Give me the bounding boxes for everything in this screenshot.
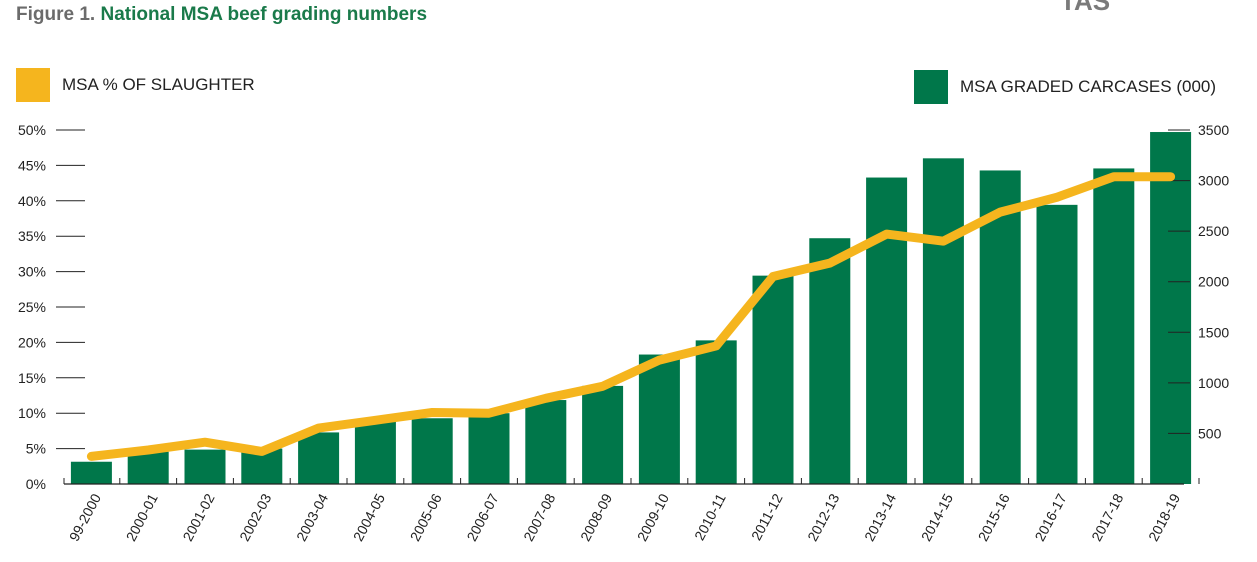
left-tick-label: 45% (18, 157, 46, 173)
x-tick-label: 2006-07 (463, 491, 501, 544)
bar-2009-10 (638, 354, 680, 484)
legend-line-swatch (16, 68, 50, 102)
x-tick-label: 2001-02 (179, 491, 217, 544)
left-tick-label: 50% (18, 122, 46, 138)
left-tick-label: 10% (18, 405, 46, 421)
figure-number: Figure 1. (16, 4, 96, 25)
legend-bar-entry: MSA GRADED CARCASES (000) (914, 70, 1216, 104)
legend-bar-label: MSA GRADED CARCASES (000) (960, 77, 1217, 96)
x-tick-label: 2018-19 (1145, 491, 1183, 544)
bar-2003-04 (298, 432, 340, 484)
left-tick-label: 0% (26, 476, 46, 492)
x-tick-label: 2012-13 (804, 491, 842, 544)
bar-2001-02 (184, 449, 226, 484)
x-tick-label: 2008-09 (577, 491, 615, 544)
x-tick-label: 2015-16 (975, 491, 1013, 544)
left-tick-label: 35% (18, 228, 46, 244)
bar-2007-08 (525, 400, 567, 484)
bar-2006-07 (468, 413, 510, 484)
chart-title: National MSA beef grading numbers (100, 4, 428, 25)
left-tick-label: 30% (18, 264, 46, 280)
right-tick-label: 2000 (1198, 274, 1229, 290)
bar-2000-01 (127, 451, 169, 484)
line-msa-pct-slaughter (86, 172, 1176, 461)
left-tick-label: 25% (18, 299, 46, 315)
legend-line-entry: MSA % OF SLAUGHTER (16, 68, 255, 102)
right-tick-label: 3500 (1198, 122, 1229, 138)
bar-2008-09 (582, 385, 624, 484)
left-tick-label: 15% (18, 370, 46, 386)
x-tick-label: 2009-10 (634, 491, 672, 544)
bar-2005-06 (411, 418, 453, 484)
x-tick-label: 2016-17 (1031, 491, 1069, 544)
bar-2013-14 (866, 177, 908, 484)
bar-2016-17 (1036, 204, 1078, 485)
legend-line-label: MSA % OF SLAUGHTER (62, 75, 255, 94)
x-tick-label: 2005-06 (407, 491, 445, 544)
left-tick-label: 40% (18, 193, 46, 209)
x-tick-label: 2003-04 (293, 491, 331, 544)
left-tick-label: 5% (26, 441, 46, 457)
bar-2010-11 (695, 340, 737, 484)
right-tick-label: 3000 (1198, 173, 1229, 189)
x-tick-label: 99-2000 (66, 491, 104, 544)
x-tick-label: 2010-11 (691, 491, 729, 543)
bar-2014-15 (922, 158, 964, 484)
right-tick-label: 2500 (1198, 223, 1229, 239)
bar-2017-18 (1093, 168, 1135, 485)
bar-2012-13 (809, 238, 851, 484)
x-tick-label: 2017-18 (1088, 491, 1126, 544)
legend-bar-swatch (914, 70, 948, 104)
x-tick-label: 2013-14 (861, 491, 899, 544)
figure-title: Figure 1. National MSA beef grading numb… (16, 4, 427, 26)
bar-2004-05 (354, 421, 396, 484)
x-tick-label: 2000-01 (123, 491, 161, 544)
right-tick-label: 1000 (1198, 375, 1229, 391)
x-tick-label: 2007-08 (520, 491, 558, 544)
right-tick-label: 500 (1198, 425, 1222, 441)
right-tick-label: 1500 (1198, 324, 1229, 340)
bar-2011-12 (752, 275, 794, 484)
bar-2018-19 (1150, 132, 1192, 484)
x-tick-label: 2014-15 (918, 491, 956, 544)
bar-99-2000 (70, 461, 112, 484)
left-tick-label: 20% (18, 334, 46, 350)
x-tick-label: 2011-12 (748, 491, 786, 543)
x-tick-label: 2002-03 (236, 491, 274, 544)
corner-text: TAS (1060, 0, 1111, 16)
x-tick-label: 2004-05 (350, 491, 388, 544)
